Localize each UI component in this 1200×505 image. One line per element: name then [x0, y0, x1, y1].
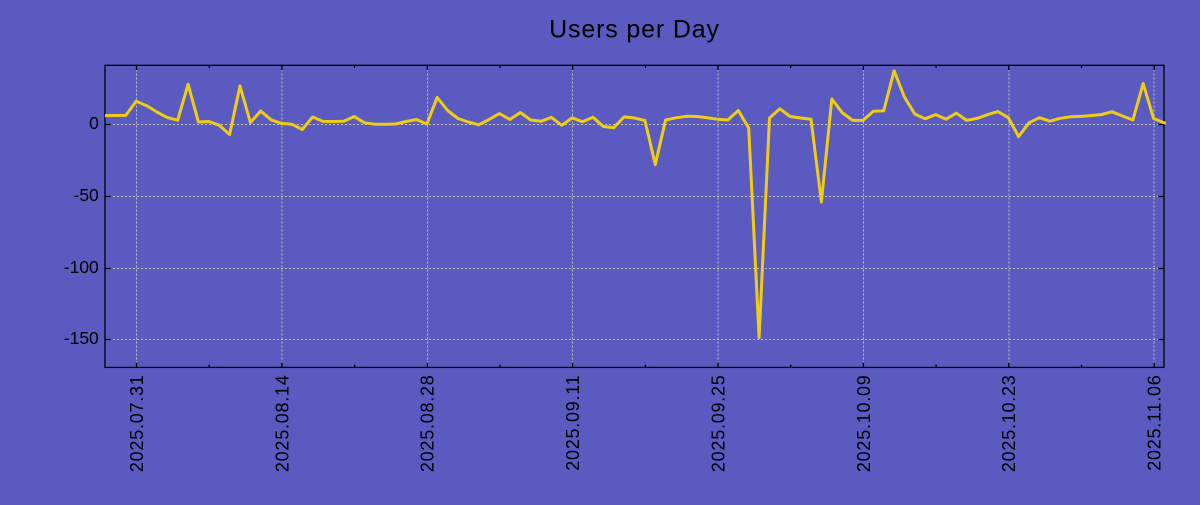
svg-text:2025.09.25: 2025.09.25	[708, 375, 728, 473]
svg-text:2025.10.23: 2025.10.23	[999, 375, 1019, 473]
svg-text:2025.07.31: 2025.07.31	[127, 375, 147, 473]
svg-text:-100: -100	[64, 257, 99, 277]
svg-text:2025.09.11: 2025.09.11	[563, 375, 583, 471]
svg-text:2025.11.06: 2025.11.06	[1145, 375, 1165, 471]
svg-text:2025.08.28: 2025.08.28	[418, 375, 438, 473]
svg-text:Users per Day: Users per Day	[549, 16, 720, 44]
svg-text:-50: -50	[74, 185, 100, 205]
svg-text:2025.10.09: 2025.10.09	[854, 375, 874, 473]
svg-text:0: 0	[89, 113, 99, 133]
svg-text:-150: -150	[64, 328, 99, 348]
svg-text:2025.08.14: 2025.08.14	[272, 375, 292, 473]
